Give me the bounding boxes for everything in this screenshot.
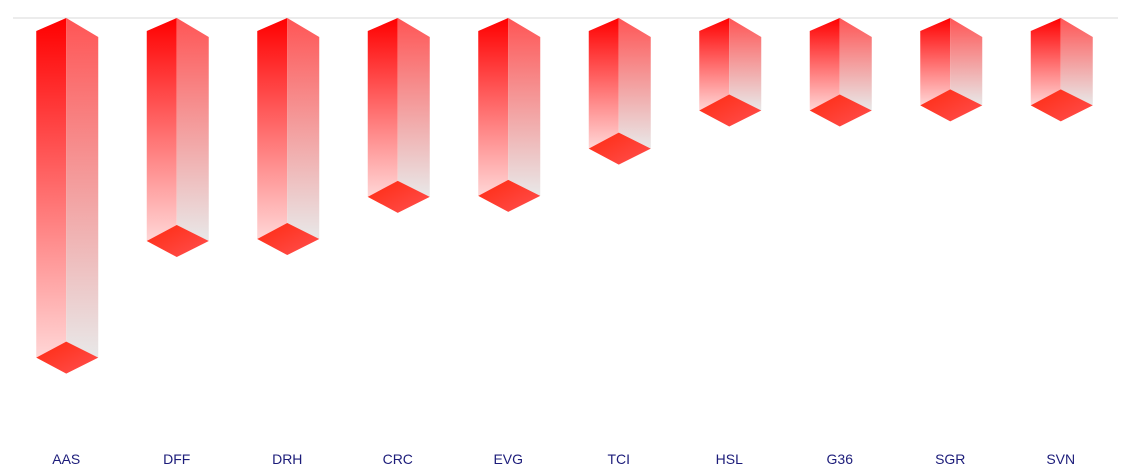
- x-tick-label: SGR: [935, 451, 965, 467]
- bar-front-face: [809, 18, 840, 111]
- bar-SGR: [920, 18, 983, 122]
- bar-front-face: [257, 18, 288, 240]
- x-tick-label: HSL: [716, 451, 743, 467]
- bar-DFF: [146, 18, 209, 258]
- bar-end-cap: [809, 94, 872, 127]
- x-tick-label: DRH: [272, 451, 302, 467]
- bar-SVN: [1030, 18, 1093, 122]
- bar-TCI: [588, 18, 651, 165]
- x-tick-label: G36: [827, 451, 854, 467]
- bar-end-cap: [699, 94, 762, 127]
- bar-side-face: [729, 18, 762, 111]
- bar-end-cap: [367, 180, 430, 213]
- bar-DRH: [257, 18, 320, 256]
- bar-AAS: [36, 18, 99, 374]
- bar-end-cap: [920, 89, 983, 122]
- bar-side-face: [508, 18, 541, 196]
- bar-CRC: [367, 18, 430, 213]
- x-tick-label: CRC: [383, 451, 413, 467]
- bar-front-face: [478, 18, 509, 196]
- bar-side-face: [839, 18, 872, 111]
- bar-front-face: [920, 18, 951, 106]
- x-tick-label: SVN: [1046, 451, 1075, 467]
- bar-end-cap: [588, 132, 651, 165]
- bar-front-face: [699, 18, 730, 111]
- bar-front-face: [146, 18, 177, 242]
- x-tick-label: DFF: [163, 451, 190, 467]
- bar-end-cap: [1030, 89, 1093, 122]
- bar-front-face: [1030, 18, 1061, 106]
- bar-EVG: [478, 18, 541, 212]
- bar-side-face: [287, 18, 320, 240]
- bar-side-face: [176, 18, 209, 242]
- bar-side-face: [397, 18, 430, 197]
- bar-side-face: [66, 18, 99, 358]
- bar-front-face: [588, 18, 619, 149]
- bar-HSL: [699, 18, 762, 127]
- bar-side-face: [1060, 18, 1093, 106]
- bar-end-cap: [478, 179, 541, 212]
- x-tick-label: TCI: [607, 451, 630, 467]
- bar-side-face: [950, 18, 983, 106]
- bar-front-face: [36, 18, 67, 358]
- bar-end-cap: [146, 225, 209, 258]
- x-tick-label: EVG: [493, 451, 523, 467]
- bar-front-face: [367, 18, 398, 197]
- bar-G36: [809, 18, 872, 127]
- bar-end-cap: [36, 341, 99, 374]
- bar-end-cap: [257, 223, 320, 256]
- bar-side-face: [618, 18, 651, 149]
- x-tick-label: AAS: [52, 451, 80, 467]
